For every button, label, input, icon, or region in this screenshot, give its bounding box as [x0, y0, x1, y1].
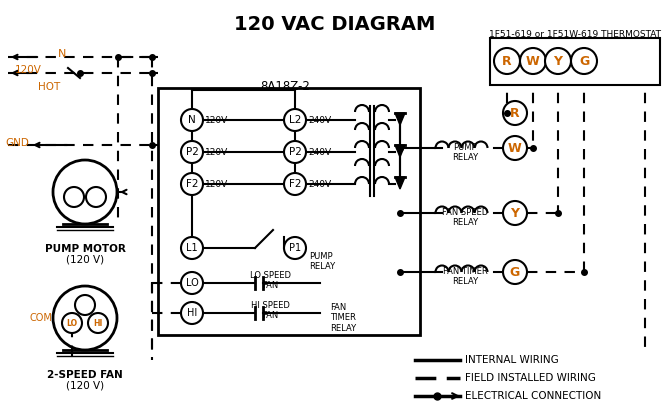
Text: G: G	[579, 54, 589, 67]
Text: 120V: 120V	[205, 147, 228, 157]
Polygon shape	[395, 177, 405, 189]
Circle shape	[284, 109, 306, 131]
Circle shape	[62, 313, 82, 333]
Text: FAN
TIMER
RELAY: FAN TIMER RELAY	[330, 303, 356, 333]
Text: L2: L2	[289, 115, 302, 125]
Circle shape	[284, 237, 306, 259]
Circle shape	[503, 101, 527, 125]
Text: W: W	[526, 54, 540, 67]
Text: (120 V): (120 V)	[66, 381, 104, 391]
Text: FIELD INSTALLED WIRING: FIELD INSTALLED WIRING	[465, 373, 596, 383]
Text: GND: GND	[5, 138, 29, 148]
Text: R: R	[502, 54, 512, 67]
Text: P2: P2	[289, 147, 302, 157]
Circle shape	[503, 201, 527, 225]
Text: 240V: 240V	[308, 179, 331, 189]
Text: INTERNAL WIRING: INTERNAL WIRING	[465, 355, 559, 365]
Text: HI: HI	[187, 308, 197, 318]
Text: G: G	[510, 266, 520, 279]
Text: PUMP
RELAY: PUMP RELAY	[309, 252, 335, 272]
Text: 240V: 240V	[308, 147, 331, 157]
Circle shape	[181, 173, 203, 195]
Text: PUMP
RELAY: PUMP RELAY	[452, 142, 478, 162]
Text: P1: P1	[289, 243, 301, 253]
Text: HI SPEED
FAN: HI SPEED FAN	[251, 301, 289, 321]
Polygon shape	[395, 145, 405, 157]
Text: HOT: HOT	[38, 82, 60, 92]
Circle shape	[181, 272, 203, 294]
Text: 240V: 240V	[308, 116, 331, 124]
Text: FAN SPEED
RELAY: FAN SPEED RELAY	[442, 207, 488, 227]
Text: N: N	[188, 115, 196, 125]
Bar	[158, 88, 420, 335]
Text: 2-SPEED FAN: 2-SPEED FAN	[47, 370, 123, 380]
Text: LO SPEED
FAN: LO SPEED FAN	[249, 271, 291, 290]
Circle shape	[75, 295, 95, 315]
Text: 120V: 120V	[205, 116, 228, 124]
Text: 8A18Z-2: 8A18Z-2	[260, 80, 310, 93]
Text: ELECTRICAL CONNECTION: ELECTRICAL CONNECTION	[465, 391, 601, 401]
Circle shape	[181, 141, 203, 163]
Text: PUMP MOTOR: PUMP MOTOR	[45, 244, 125, 254]
Text: W: W	[508, 142, 522, 155]
Text: R: R	[510, 106, 520, 119]
Circle shape	[520, 48, 546, 74]
Circle shape	[571, 48, 597, 74]
Text: F2: F2	[186, 179, 198, 189]
Text: N: N	[58, 49, 66, 59]
Text: 120 VAC DIAGRAM: 120 VAC DIAGRAM	[234, 15, 436, 34]
Text: FAN TIMER
RELAY: FAN TIMER RELAY	[443, 266, 487, 286]
Circle shape	[53, 286, 117, 350]
Text: P2: P2	[186, 147, 198, 157]
Circle shape	[503, 136, 527, 160]
Bar	[490, 38, 660, 85]
Polygon shape	[395, 113, 405, 125]
Text: HI: HI	[93, 318, 103, 328]
Text: F2: F2	[289, 179, 302, 189]
Circle shape	[53, 160, 117, 224]
Circle shape	[284, 173, 306, 195]
Circle shape	[86, 187, 106, 207]
Circle shape	[88, 313, 108, 333]
Circle shape	[503, 260, 527, 284]
Text: 120V: 120V	[15, 65, 42, 75]
Circle shape	[545, 48, 571, 74]
Circle shape	[181, 302, 203, 324]
Text: L1: L1	[186, 243, 198, 253]
Circle shape	[284, 141, 306, 163]
Text: 120V: 120V	[205, 179, 228, 189]
Text: (120 V): (120 V)	[66, 255, 104, 265]
Text: Y: Y	[511, 207, 519, 220]
Circle shape	[181, 109, 203, 131]
Circle shape	[181, 237, 203, 259]
Text: LO: LO	[186, 278, 198, 288]
Text: LO: LO	[66, 318, 78, 328]
Circle shape	[64, 187, 84, 207]
Circle shape	[494, 48, 520, 74]
Text: Y: Y	[553, 54, 563, 67]
Text: 1F51-619 or 1F51W-619 THERMOSTAT: 1F51-619 or 1F51W-619 THERMOSTAT	[489, 30, 661, 39]
Text: COM: COM	[29, 313, 52, 323]
